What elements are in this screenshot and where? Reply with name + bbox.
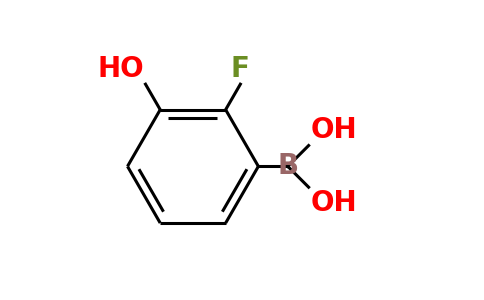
Text: HO: HO [97, 55, 144, 83]
Text: F: F [231, 55, 250, 83]
Text: OH: OH [310, 116, 357, 144]
Text: OH: OH [310, 189, 357, 217]
Text: B: B [277, 152, 298, 180]
